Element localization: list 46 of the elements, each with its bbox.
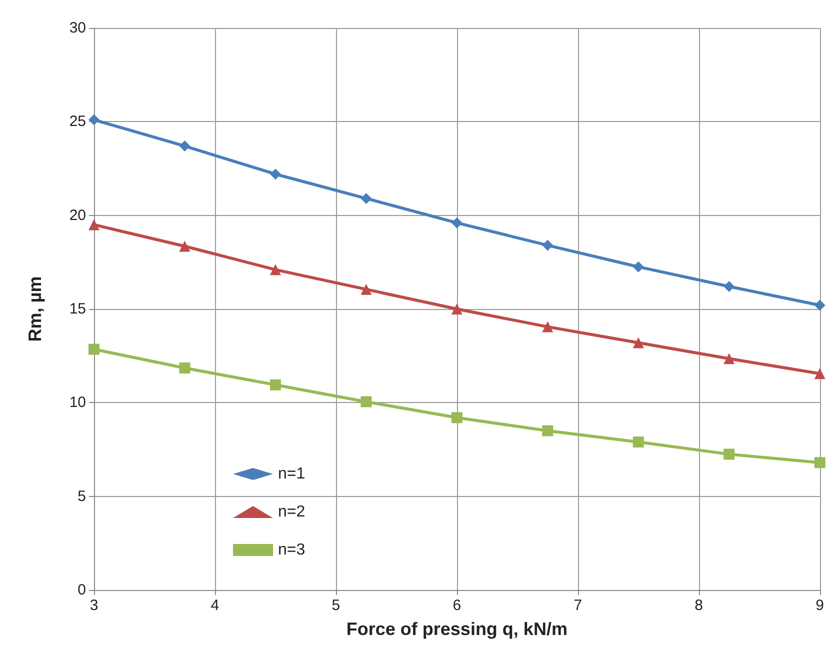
x-tick-label: 6 xyxy=(452,597,462,614)
point xyxy=(179,140,190,152)
legend-label: n=3 xyxy=(278,542,306,558)
y-tick-label: 30 xyxy=(69,20,86,36)
x-tick-label: 8 xyxy=(694,597,704,614)
x-tick-label: 5 xyxy=(332,597,340,614)
point xyxy=(814,368,826,380)
point xyxy=(88,114,100,126)
point xyxy=(179,362,190,374)
point xyxy=(724,353,735,364)
y-axis-title: Rm, µm xyxy=(25,276,45,342)
point xyxy=(814,457,826,468)
point xyxy=(724,281,735,292)
y-tick-label: 15 xyxy=(69,300,86,318)
point xyxy=(542,321,554,332)
point xyxy=(88,344,100,355)
x-tick-label: 7 xyxy=(574,597,582,614)
point xyxy=(360,284,372,295)
x-tick-label: 4 xyxy=(210,597,220,614)
x-tick-label: 3 xyxy=(90,597,98,614)
point xyxy=(360,192,372,204)
y-tick-label: 0 xyxy=(78,582,86,598)
point xyxy=(632,261,644,272)
point xyxy=(542,240,554,251)
point xyxy=(360,396,372,408)
y-tick-label: 25 xyxy=(69,113,86,130)
point xyxy=(724,448,735,460)
legend-label: n=2 xyxy=(278,504,306,520)
point xyxy=(814,300,826,311)
point xyxy=(88,219,100,230)
point xyxy=(451,217,462,228)
point xyxy=(179,240,190,252)
point xyxy=(270,379,281,390)
point xyxy=(632,436,644,448)
legend-label: n=1 xyxy=(278,466,306,482)
point xyxy=(542,425,554,436)
x-tick-label: 9 xyxy=(816,597,824,614)
y-tick-label: 5 xyxy=(78,488,86,505)
y-tick-label: 10 xyxy=(69,394,86,412)
y-tick-label: 20 xyxy=(69,206,86,224)
point xyxy=(270,264,281,276)
point xyxy=(451,412,462,424)
point xyxy=(270,168,281,180)
point xyxy=(632,337,644,348)
x-axis-title: Force of pressing q, kN/m xyxy=(346,619,568,639)
point xyxy=(451,304,462,314)
